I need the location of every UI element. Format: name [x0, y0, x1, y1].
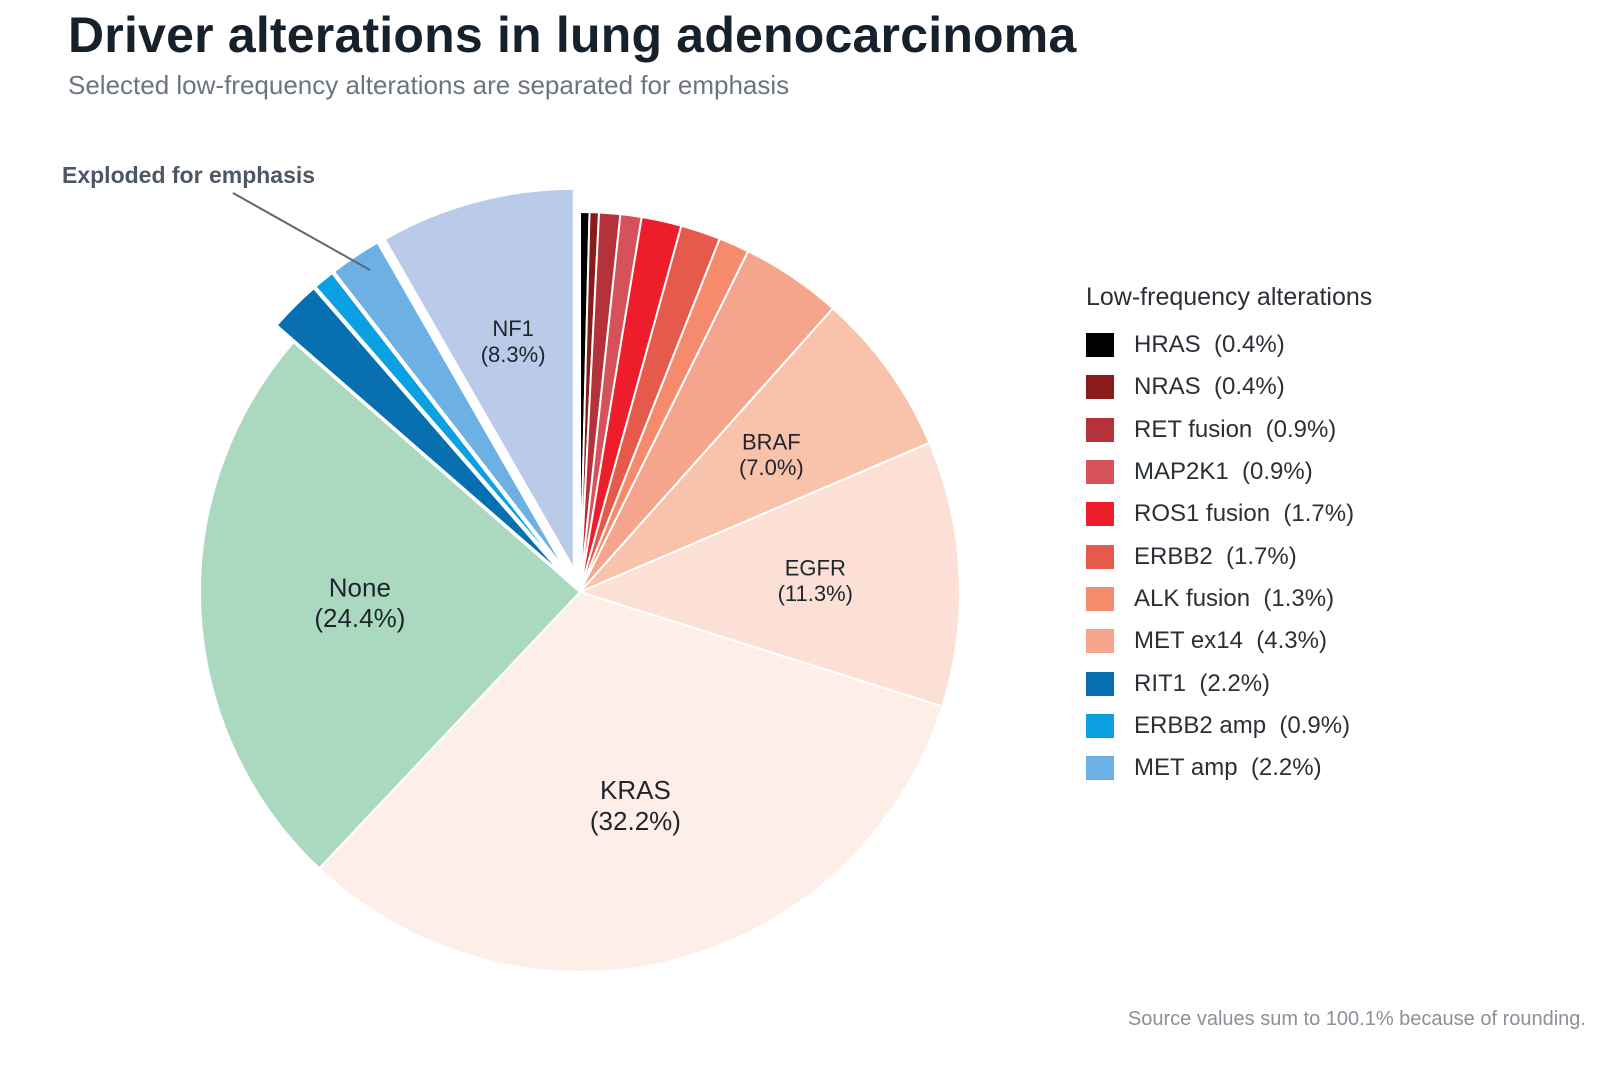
chart-title: Driver alterations in lung adenocarcinom… — [68, 7, 1077, 63]
legend-swatch — [1086, 375, 1114, 400]
legend-swatch — [1086, 629, 1114, 654]
pie-slices — [199, 187, 961, 973]
legend: Low-frequency alterations HRAS (0.4%) NRA… — [1086, 283, 1372, 789]
legend-swatch — [1086, 713, 1114, 738]
legend-item: MET amp (2.2%) — [1086, 747, 1372, 789]
legend-label: MET amp (2.2%) — [1134, 754, 1322, 782]
pie-slice-met-amp — [332, 241, 568, 573]
legend-label: HRAS (0.4%) — [1134, 331, 1285, 359]
legend-item: MAP2K1 (0.9%) — [1086, 451, 1372, 493]
slice-label-egfr: EGFR (11.3%) — [778, 555, 853, 606]
exploded-annotation: Exploded for emphasis — [62, 162, 315, 188]
legend-label: ALK fusion (1.3%) — [1134, 584, 1335, 612]
legend-label: MET ex14 (4.3%) — [1134, 627, 1327, 655]
legend-item: RIT1 (2.2%) — [1086, 662, 1372, 704]
source-note: Source values sum to 100.1% because of r… — [1127, 1008, 1586, 1030]
legend-items: HRAS (0.4%) NRAS (0.4%) RET fusion (0.9%) M… — [1086, 324, 1372, 789]
legend-label: ROS1 fusion (1.7%) — [1134, 500, 1355, 528]
legend-label: NRAS (0.4%) — [1134, 373, 1285, 401]
pie-slice-kras — [317, 590, 944, 973]
legend-label: ERBB2 (1.7%) — [1134, 542, 1297, 570]
pie-slice-nf1 — [383, 187, 575, 573]
chart-subtitle: Selected low-frequency alterations are s… — [68, 70, 790, 100]
legend-item: NRAS (0.4%) — [1086, 366, 1372, 408]
legend-swatch — [1086, 333, 1114, 358]
legend-swatch — [1086, 671, 1114, 696]
legend-item: ROS1 fusion (1.7%) — [1086, 493, 1372, 535]
slice-label-braf: BRAF (7.0%) — [739, 429, 804, 480]
legend-item: ERBB2 (1.7%) — [1086, 535, 1372, 577]
legend-swatch — [1086, 417, 1114, 442]
legend-item: ALK fusion (1.3%) — [1086, 578, 1372, 620]
annotation-leader-line — [232, 192, 371, 271]
pie-slice-erbb2-amp — [314, 271, 566, 575]
legend-label: RET fusion (0.9%) — [1134, 415, 1337, 443]
pie-slice-none — [199, 340, 582, 870]
slice-label-kras: KRAS (32.2%) — [590, 775, 681, 836]
pie-slice-rit1 — [275, 286, 564, 576]
legend-swatch — [1086, 544, 1114, 569]
legend-swatch — [1086, 502, 1114, 527]
slice-label-none: None (24.4%) — [314, 572, 405, 633]
pie-slice-egfr — [577, 441, 961, 708]
legend-item: HRAS (0.4%) — [1086, 324, 1372, 366]
legend-item: MET ex14 (4.3%) — [1086, 620, 1372, 662]
pie-slice-braf — [579, 306, 931, 593]
legend-swatch — [1086, 756, 1114, 781]
slice-label-nf1: NF1 (8.3%) — [481, 316, 546, 367]
legend-title: Low-frequency alterations — [1086, 283, 1373, 311]
legend-item: ERBB2 amp (0.9%) — [1086, 705, 1372, 747]
legend-swatch — [1086, 460, 1114, 485]
slice-labels: BRAF (7.0%) EGFR (11.3%) KRAS (32.2%) None (24.… — [314, 316, 853, 836]
legend-label: MAP2K1 (0.9%) — [1134, 458, 1313, 486]
legend-label: RIT1 (2.2%) — [1134, 669, 1271, 697]
legend-swatch — [1086, 586, 1114, 611]
legend-label: ERBB2 amp (0.9%) — [1134, 711, 1351, 739]
legend-item: RET fusion (0.9%) — [1086, 409, 1372, 451]
